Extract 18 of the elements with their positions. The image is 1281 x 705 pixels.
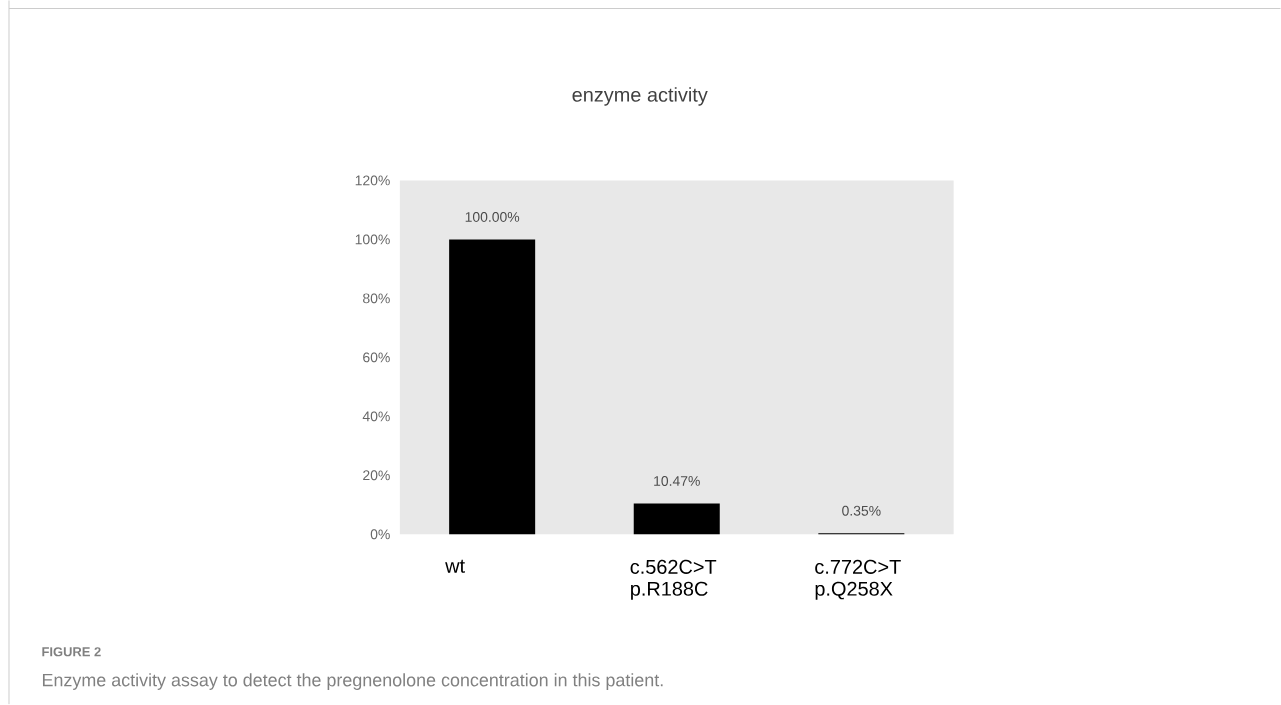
data-label: 100.00% (465, 212, 520, 223)
y-tick-label: 60% (363, 352, 390, 363)
x-tick-label: c.772C>T p.Q258X (815, 559, 901, 600)
y-tick-label: 0% (370, 529, 390, 540)
data-label: 10.47% (654, 476, 700, 487)
y-tick-label: 120% (355, 175, 390, 186)
x-tick-label: wt (445, 559, 465, 573)
caption: FIGURE 2 (42, 647, 101, 657)
data-label: 0.35% (842, 505, 881, 516)
text: Enzyme activity assay to detect the pregnenolone concentration in this patient. (42, 673, 663, 691)
y-tick-label: 80% (363, 293, 390, 304)
x-tick-label: c.562C>T p.R188C (630, 559, 717, 600)
y-tick-label: 40% (362, 411, 390, 422)
bar (633, 503, 720, 535)
bar (449, 239, 536, 535)
y-tick-label: 100% (355, 234, 390, 245)
y-tick-label: 20% (363, 470, 390, 481)
chart-title: enzyme activity (572, 87, 708, 106)
